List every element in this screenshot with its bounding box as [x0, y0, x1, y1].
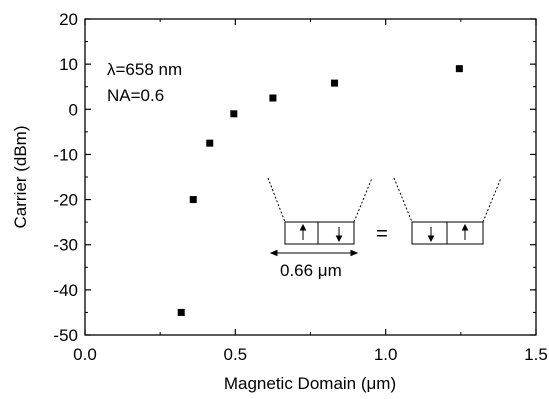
- y-tick-label: -40: [53, 281, 78, 300]
- x-axis-label: Magnetic Domain (μm): [224, 374, 396, 393]
- y-tick-label: -20: [53, 191, 78, 210]
- x-tick-label: 0.0: [73, 345, 97, 364]
- dotted-guide-line: [393, 177, 413, 223]
- wavelength-annotation: λ=658 nm: [107, 60, 182, 79]
- data-points: [177, 65, 463, 316]
- y-axis-label: Carrier (dBm): [11, 126, 30, 229]
- dotted-guide-line: [353, 177, 373, 223]
- axis-tick-labels: 0.0 0.5 1.0 1.5 -50 -40 -30 -20 -10 0 10 20: [53, 10, 547, 364]
- data-point: [206, 139, 214, 147]
- y-tick-label: -50: [53, 326, 78, 345]
- equals-sign: =: [376, 223, 388, 245]
- domain-box: [284, 221, 355, 245]
- data-point: [177, 308, 185, 316]
- y-tick-label: 0: [69, 100, 78, 119]
- y-tick-label: 20: [59, 10, 78, 29]
- data-point: [269, 94, 277, 102]
- axis-ticks: [84, 18, 537, 336]
- dimension-arrow: [269, 249, 359, 257]
- na-annotation: NA=0.6: [107, 86, 164, 105]
- data-point: [189, 196, 197, 204]
- arrow-up-icon: [461, 223, 469, 240]
- y-tick-label: 10: [59, 55, 78, 74]
- arrow-up-icon: [299, 223, 307, 240]
- domain-schematic-left: [267, 177, 373, 257]
- dotted-guide-line: [267, 177, 286, 223]
- y-tick-label: -10: [53, 145, 78, 164]
- data-point: [230, 110, 238, 118]
- domain-schematic-right: [393, 177, 502, 245]
- y-tick-label: -30: [53, 236, 78, 255]
- data-point: [455, 65, 463, 73]
- dotted-guide-line: [482, 177, 502, 223]
- domain-size-label: 0.66 μm: [280, 261, 342, 280]
- data-point: [331, 79, 339, 87]
- x-tick-label: 1.5: [524, 345, 548, 364]
- arrow-down-icon: [427, 227, 435, 243]
- x-tick-label: 1.0: [374, 345, 398, 364]
- x-tick-label: 0.5: [224, 345, 248, 364]
- arrow-down-icon: [335, 227, 343, 243]
